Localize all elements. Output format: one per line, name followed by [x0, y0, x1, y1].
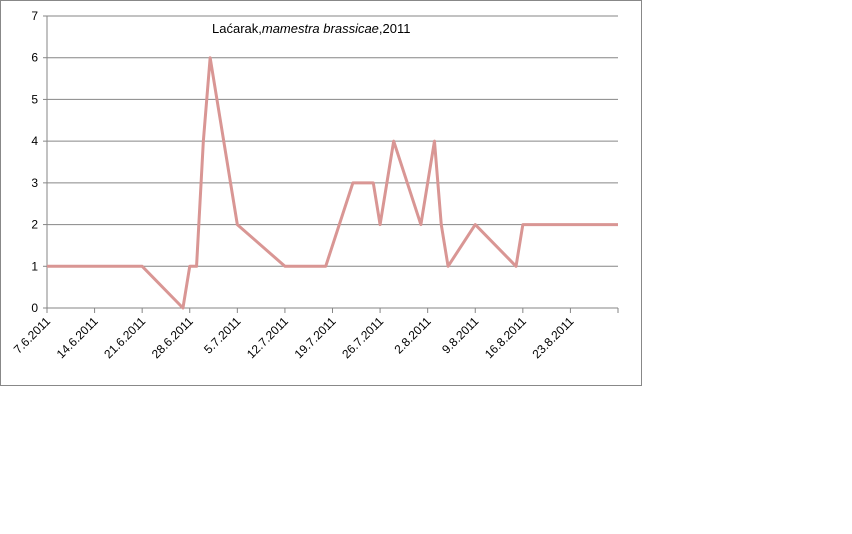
y-tick-label: 4	[31, 134, 38, 148]
y-tick-label: 3	[31, 176, 38, 190]
chart-title: Laćarak,mamestra brassicae,2011	[212, 21, 411, 36]
y-tick-label: 5	[31, 92, 38, 106]
title-part: mamestra brassicae	[262, 21, 379, 36]
y-tick-label: 0	[31, 301, 38, 315]
y-tick-label: 2	[31, 218, 38, 232]
title-part: Laćarak,	[212, 21, 262, 36]
data-line	[47, 56, 618, 310]
title-part: ,2011	[379, 21, 411, 36]
chart-frame	[0, 0, 642, 386]
y-tick-label: 7	[31, 9, 38, 23]
y-tick-label: 6	[31, 51, 38, 65]
y-tick-label: 1	[31, 259, 38, 273]
